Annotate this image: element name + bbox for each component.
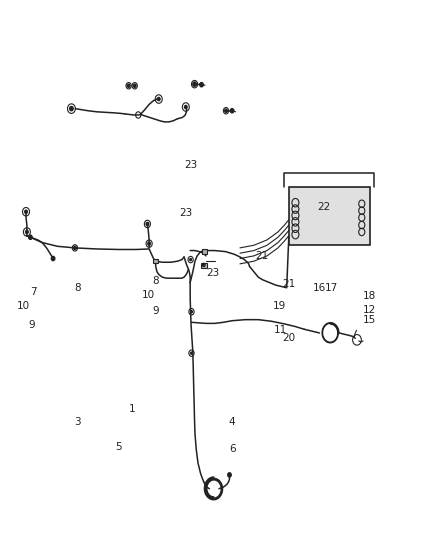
Text: 9: 9	[152, 305, 159, 316]
Bar	[201, 249, 207, 254]
Bar	[201, 263, 207, 268]
Text: 23: 23	[206, 269, 219, 278]
Text: 9: 9	[29, 320, 35, 330]
Circle shape	[134, 84, 136, 87]
Text: 8: 8	[74, 283, 81, 293]
Circle shape	[228, 473, 231, 477]
Text: 7: 7	[30, 287, 37, 297]
Text: 16: 16	[313, 283, 326, 293]
Text: 18: 18	[363, 290, 376, 301]
Text: 11: 11	[273, 325, 287, 335]
Circle shape	[191, 311, 192, 313]
Circle shape	[148, 242, 150, 245]
Circle shape	[51, 256, 55, 261]
Text: 21: 21	[255, 251, 268, 261]
Text: 21: 21	[282, 279, 296, 289]
Circle shape	[202, 263, 205, 266]
Text: 19: 19	[272, 301, 286, 311]
Text: 22: 22	[317, 202, 330, 212]
Text: 17: 17	[325, 283, 338, 293]
Bar	[152, 259, 158, 263]
Circle shape	[225, 109, 227, 112]
Text: 15: 15	[363, 314, 376, 325]
Text: 10: 10	[17, 301, 30, 311]
Text: 1: 1	[128, 404, 135, 414]
Circle shape	[157, 98, 160, 101]
Text: 3: 3	[74, 417, 81, 427]
Text: 5: 5	[115, 442, 122, 452]
Bar	[289, 187, 370, 245]
Circle shape	[184, 106, 187, 109]
Circle shape	[200, 83, 203, 87]
Circle shape	[191, 352, 192, 354]
Circle shape	[70, 107, 73, 111]
Text: 12: 12	[363, 305, 376, 315]
Text: 23: 23	[184, 160, 197, 171]
Text: 10: 10	[142, 289, 155, 300]
Text: 4: 4	[229, 417, 235, 427]
Circle shape	[146, 222, 149, 225]
Circle shape	[193, 82, 196, 86]
Text: 6: 6	[229, 444, 235, 454]
Circle shape	[190, 259, 191, 261]
Circle shape	[28, 235, 32, 239]
Circle shape	[25, 210, 27, 213]
Circle shape	[74, 246, 76, 249]
Text: 8: 8	[152, 277, 159, 286]
Circle shape	[25, 230, 28, 233]
Text: 20: 20	[283, 333, 295, 343]
Circle shape	[230, 109, 234, 113]
Text: 23: 23	[180, 208, 193, 219]
Circle shape	[127, 84, 130, 87]
